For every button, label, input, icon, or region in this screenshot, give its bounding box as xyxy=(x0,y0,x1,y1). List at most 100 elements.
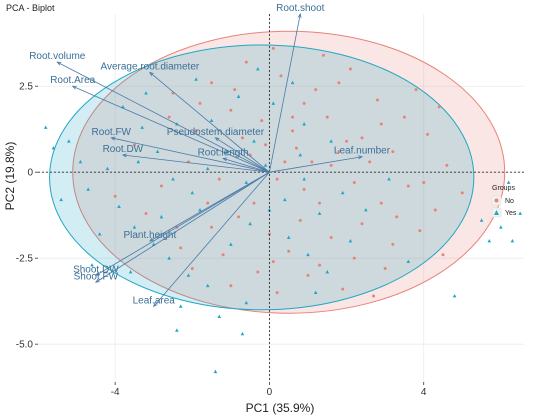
data-point-no-6 xyxy=(402,115,406,119)
loading-label-5: Root.DW xyxy=(103,144,144,155)
data-point-yes-24 xyxy=(117,204,121,208)
data-point-yes-8 xyxy=(59,197,63,202)
data-point-yes-51 xyxy=(236,94,241,98)
data-point-no-43 xyxy=(352,256,356,260)
data-point-yes-71 xyxy=(136,159,141,164)
data-point-no-7 xyxy=(426,132,430,136)
data-point-yes-35 xyxy=(325,269,330,274)
data-point-no-76 xyxy=(422,181,426,185)
data-point-yes-44 xyxy=(518,211,522,215)
data-point-no-5 xyxy=(375,98,379,102)
data-point-no-50 xyxy=(275,291,279,295)
data-point-yes-47 xyxy=(479,218,484,222)
data-point-yes-46 xyxy=(487,238,492,243)
loading-arrow-0 xyxy=(269,13,301,173)
y-tick-label-3: -5.0 xyxy=(16,340,34,351)
data-point-no-73 xyxy=(291,115,295,119)
data-point-yes-3 xyxy=(43,125,48,129)
data-point-yes-23 xyxy=(340,190,345,195)
data-point-no-47 xyxy=(221,253,225,257)
data-point-no-59 xyxy=(368,160,372,164)
data-point-yes-1 xyxy=(17,132,21,135)
data-point-yes-16 xyxy=(205,166,210,171)
data-point-yes-49 xyxy=(452,294,457,298)
data-point-no-28 xyxy=(159,184,163,188)
data-point-no-22 xyxy=(329,163,333,167)
data-point-no-74 xyxy=(240,136,244,140)
loading-arrow-5 xyxy=(122,154,270,173)
data-point-yes-4 xyxy=(51,146,56,150)
data-point-yes-5 xyxy=(67,139,71,143)
data-point-yes-22 xyxy=(317,211,322,215)
data-point-no-51 xyxy=(306,273,310,277)
data-point-no-67 xyxy=(271,46,275,50)
loading-label-12: Leaf.area xyxy=(133,295,176,306)
data-point-no-23 xyxy=(302,187,306,191)
data-point-yes-28 xyxy=(186,273,191,277)
loading-arrow-3 xyxy=(149,72,270,173)
data-point-no-55 xyxy=(310,160,314,164)
loading-arrowhead-5 xyxy=(121,153,127,158)
data-point-yes-61 xyxy=(90,263,94,267)
loading-arrow-8 xyxy=(269,156,363,173)
data-point-no-70 xyxy=(252,201,256,205)
data-point-yes-34 xyxy=(306,252,310,257)
data-point-no-21 xyxy=(352,181,356,185)
x-tick-label-2: 4 xyxy=(421,387,427,398)
data-point-no-2 xyxy=(279,74,283,78)
loading-label-7: Root.length xyxy=(198,147,249,158)
legend-label-yes: Yes xyxy=(505,210,517,217)
data-point-yes-48 xyxy=(510,238,515,243)
data-point-no-4 xyxy=(348,67,352,71)
data-point-no-78 xyxy=(179,246,183,250)
loading-label-1: Root.volume xyxy=(29,51,86,62)
data-point-yes-18 xyxy=(244,180,249,184)
data-point-yes-10 xyxy=(105,166,110,171)
data-point-no-26 xyxy=(217,177,221,181)
legend-label-no: No xyxy=(505,198,514,205)
axis-ticks: -4 0 4 2.5 0 -2.5 -5.0 xyxy=(16,82,427,398)
data-point-yes-56 xyxy=(144,91,148,95)
data-point-no-72 xyxy=(345,139,349,143)
y-tick-label-0: 2.5 xyxy=(19,82,33,93)
loading-label-9: Plant.height xyxy=(123,230,176,241)
data-point-no-33 xyxy=(206,201,210,205)
data-point-yes-60 xyxy=(97,232,102,236)
data-point-no-12 xyxy=(291,129,295,133)
data-point-yes-66 xyxy=(364,208,368,212)
data-point-no-8 xyxy=(167,115,171,119)
x-axis-title: PC1 (35.9%) xyxy=(246,401,315,415)
data-point-yes-63 xyxy=(198,208,202,212)
data-point-no-57 xyxy=(264,143,268,147)
data-point-no-69 xyxy=(379,122,383,126)
data-point-yes-52 xyxy=(271,101,276,105)
data-point-yes-29 xyxy=(205,283,210,288)
data-point-yes-70 xyxy=(159,214,164,219)
data-point-no-42 xyxy=(383,267,387,271)
data-point-yes-20 xyxy=(283,197,287,202)
data-point-yes-57 xyxy=(194,77,198,81)
data-point-yes-12 xyxy=(140,125,144,129)
data-point-no-79 xyxy=(271,260,275,264)
data-point-yes-27 xyxy=(167,256,171,260)
loading-label-11: Shoot.FW xyxy=(74,271,119,282)
legend: Groups No Yes xyxy=(491,185,517,218)
data-point-yes-6 xyxy=(78,159,83,164)
loading-label-10: Shoot.DW xyxy=(73,264,119,275)
data-point-yes-41 xyxy=(213,369,218,374)
data-point-yes-65 xyxy=(298,153,303,157)
y-tick-label-1: 0 xyxy=(27,168,33,179)
loading-arrowhead-12 xyxy=(153,302,158,308)
data-point-no-63 xyxy=(337,81,341,85)
data-point-yes-62 xyxy=(128,269,133,274)
data-point-no-39 xyxy=(391,242,395,246)
loading-arrowhead-4 xyxy=(110,136,116,141)
loading-label-4: Root.FW xyxy=(92,127,132,138)
data-point-no-64 xyxy=(414,88,418,92)
data-point-no-18 xyxy=(433,208,437,212)
data-point-no-53 xyxy=(372,294,376,298)
loading-arrowhead-7 xyxy=(222,157,228,162)
loading-arrowhead-6 xyxy=(214,137,220,142)
data-point-no-54 xyxy=(294,146,298,150)
data-point-yes-40 xyxy=(175,328,179,332)
